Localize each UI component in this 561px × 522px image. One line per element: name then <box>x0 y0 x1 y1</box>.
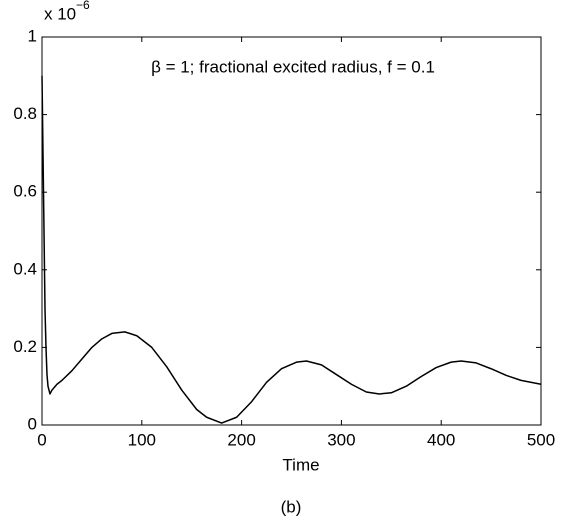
x-tick-label: 200 <box>227 430 255 449</box>
x-tick-label: 400 <box>427 430 455 449</box>
x-tick-label: 0 <box>37 430 46 449</box>
y-multiplier: x 10 <box>44 4 76 23</box>
x-tick-label: 500 <box>527 430 555 449</box>
y-tick-label: 0.8 <box>13 104 37 123</box>
data-line <box>41 75 542 424</box>
caption: (b) <box>281 497 302 516</box>
plot-frame <box>41 36 542 426</box>
y-tick-label: 0.4 <box>13 259 37 278</box>
x-tick-label: 300 <box>327 430 355 449</box>
y-tick-label: 0 <box>28 414 37 433</box>
y-tick-label: 0.6 <box>13 182 37 201</box>
x-tick-label: 100 <box>128 430 156 449</box>
x-axis-label: Time <box>282 455 319 474</box>
y-tick-label: 1 <box>28 26 37 45</box>
y-multiplier-exponent: −6 <box>76 0 90 12</box>
y-tick-label: 0.2 <box>13 337 37 356</box>
annotation: β = 1; fractional excited radius, f = 0.… <box>151 57 435 76</box>
